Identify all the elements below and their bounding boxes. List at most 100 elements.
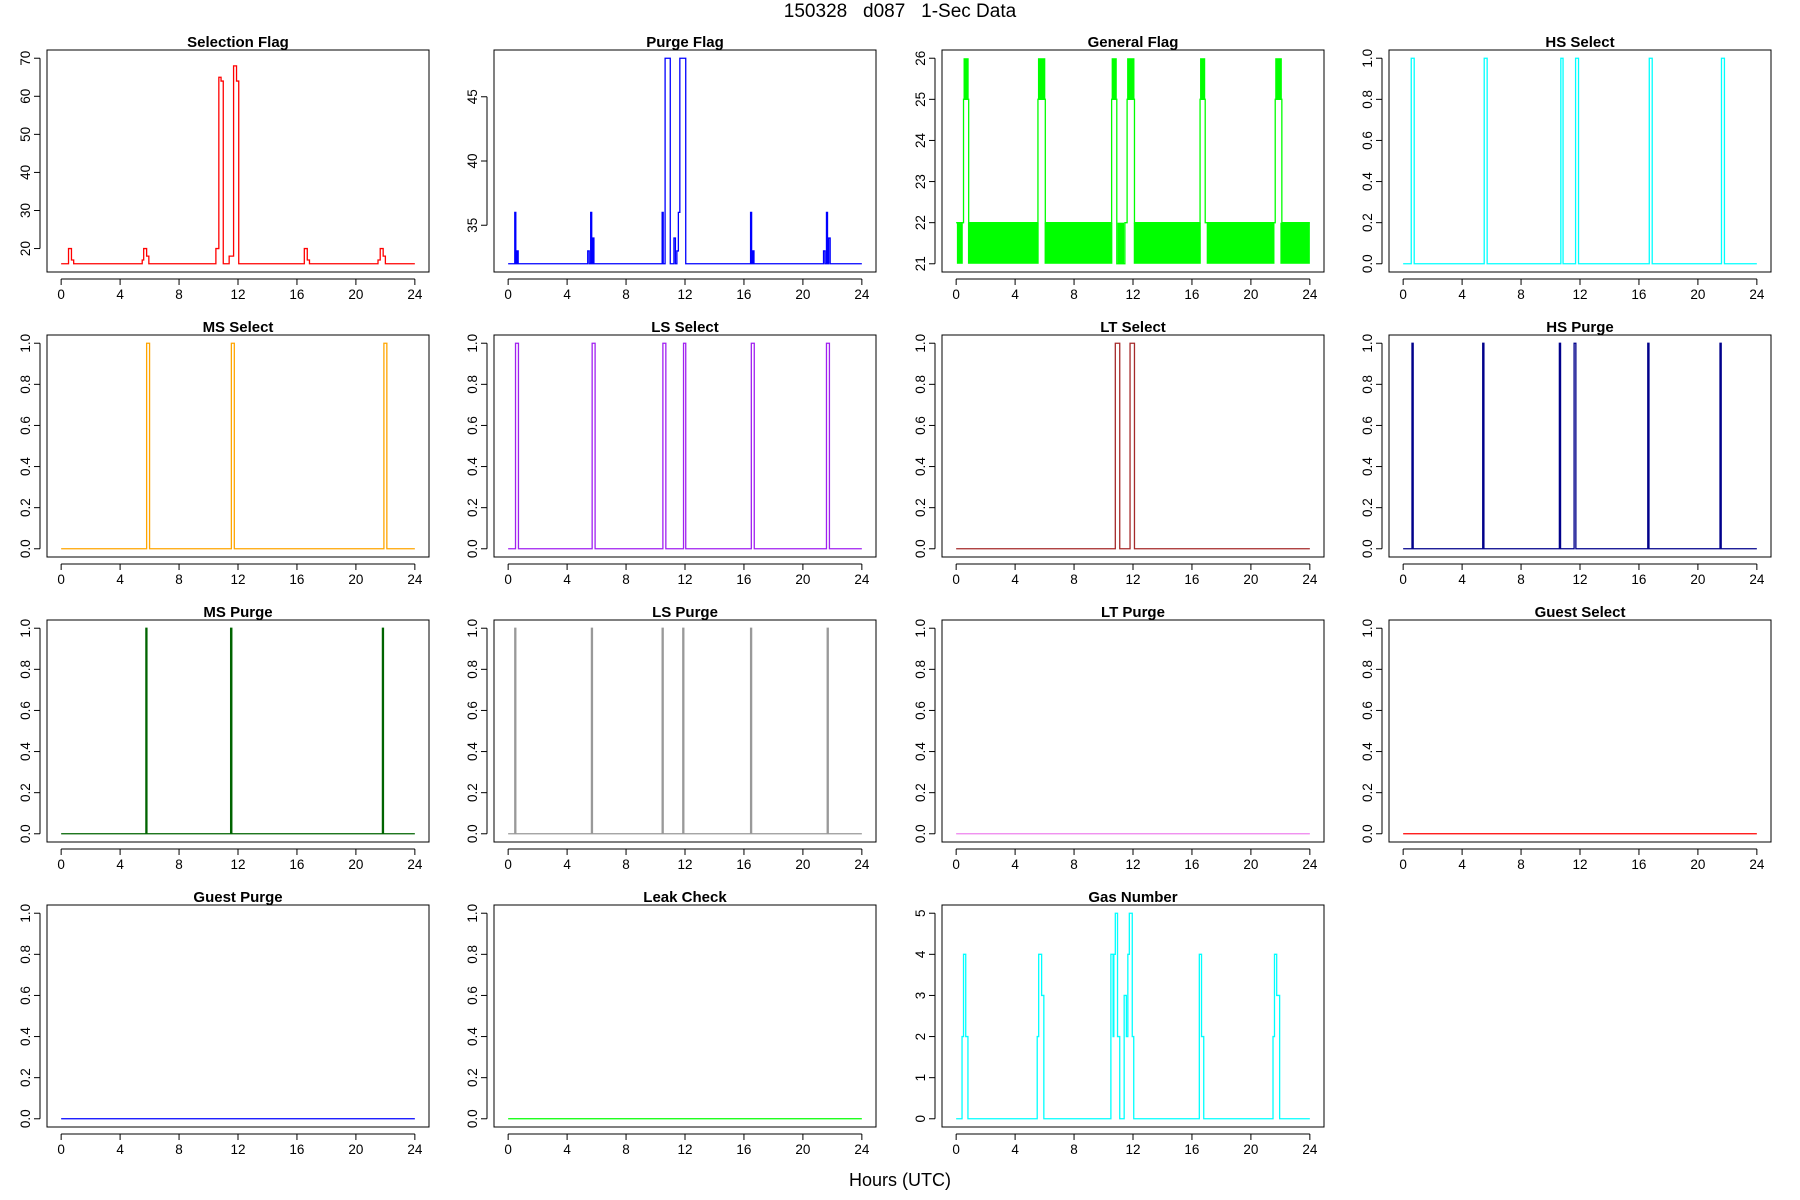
y-tick-label: 20 — [18, 241, 33, 256]
y-tick-label: 0.0 — [1360, 539, 1375, 558]
y-tick-label: 25 — [913, 92, 928, 107]
x-tick-label: 16 — [1631, 572, 1646, 587]
panel-title: Guest Purge — [193, 889, 282, 906]
oscillation-band — [1037, 58, 1046, 100]
y-tick-label: 4 — [913, 950, 928, 958]
x-tick-label: 24 — [407, 287, 423, 302]
x-tick-label: 16 — [736, 857, 751, 872]
y-tick-label: 21 — [913, 256, 928, 271]
y-tick-label: 0.8 — [913, 375, 928, 394]
x-tick-label: 4 — [1011, 287, 1019, 302]
panel-lt-select: LT Select 0 4 8 12 16 20 24 0.0 0.2 0.4 0.6 0.8 1.0 — [913, 319, 1325, 587]
x-tick-label: 0 — [57, 857, 65, 872]
plot-frame — [1388, 49, 1772, 273]
x-tick-label: 16 — [289, 1142, 304, 1157]
x-tick-label: 20 — [1690, 857, 1705, 872]
x-tick-label: 20 — [795, 1142, 810, 1157]
oscillation-band — [1200, 58, 1206, 100]
plot-frame — [941, 904, 1325, 1128]
y-tick-label: 0.8 — [18, 375, 33, 394]
x-tick-label: 4 — [1458, 857, 1466, 872]
y-tick-label: 0.8 — [1360, 90, 1375, 109]
x-tick-label: 8 — [622, 572, 630, 587]
x-tick-label: 20 — [1690, 287, 1705, 302]
y-tick-label: 0.0 — [913, 824, 928, 843]
x-tick-label: 12 — [1125, 857, 1140, 872]
x-tick-label: 16 — [1184, 1142, 1199, 1157]
oscillation-band — [1127, 58, 1135, 100]
y-tick-label: 0.0 — [1360, 254, 1375, 273]
panel-hs-purge: HS Purge 0 4 8 12 16 20 24 0.0 0.2 0.4 0.6 0.8 1.0 — [1360, 319, 1772, 587]
y-tick-label: 45 — [465, 89, 480, 104]
x-tick-label: 4 — [563, 287, 571, 302]
oscillation-band — [956, 222, 963, 264]
series-line-ms-purge — [61, 627, 415, 835]
x-tick-label: 16 — [1184, 572, 1199, 587]
y-tick-label: 0.2 — [18, 1068, 33, 1087]
y-tick-label: 0.8 — [465, 375, 480, 394]
y-tick-label: 0.8 — [465, 945, 480, 964]
x-tick-label: 0 — [504, 287, 512, 302]
x-tick-label: 0 — [504, 572, 512, 587]
x-tick-label: 12 — [1125, 572, 1140, 587]
panel-selection-flag: Selection Flag 0 4 8 12 16 20 24 20 30 40 50 60 70 — [18, 34, 430, 302]
x-tick-label: 0 — [57, 572, 65, 587]
x-tick-label: 24 — [1749, 572, 1765, 587]
y-tick-label: 1.0 — [465, 904, 480, 923]
plot-frame — [941, 619, 1325, 843]
x-tick-label: 0 — [1399, 857, 1407, 872]
x-tick-label: 8 — [175, 572, 183, 587]
y-tick-label: 22 — [913, 215, 928, 230]
y-tick-label: 0.2 — [465, 783, 480, 802]
x-tick-label: 4 — [116, 857, 124, 872]
panel-title: LS Purge — [652, 604, 718, 621]
y-tick-label: 0.6 — [913, 701, 928, 720]
y-tick-label: 0.4 — [1360, 172, 1375, 191]
x-tick-label: 4 — [563, 572, 571, 587]
plot-frame — [46, 334, 430, 558]
x-tick-label: 12 — [1572, 572, 1587, 587]
data-area — [508, 627, 862, 835]
y-tick-label: 3 — [913, 992, 928, 1000]
series-line-hs-select — [1403, 57, 1757, 265]
plot-frame — [493, 49, 877, 273]
panel-guest-select: Guest Select 0 4 8 12 16 20 24 0.0 0.2 0.4 0.6 0.8 1.… — [1360, 604, 1772, 872]
y-tick-label: 0.4 — [1360, 742, 1375, 761]
data-area — [1403, 342, 1757, 550]
y-tick-label: 0.4 — [18, 1027, 33, 1046]
panel-ls-select: LS Select 0 4 8 12 16 20 24 0.0 0.2 0.4 0.6 0.8 1.0 — [465, 319, 877, 587]
y-tick-label: 0.6 — [913, 416, 928, 435]
y-tick-label: 0.4 — [1360, 457, 1375, 476]
y-tick-label: 1.0 — [913, 619, 928, 638]
x-tick-label: 4 — [563, 857, 571, 872]
x-tick-label: 20 — [795, 572, 810, 587]
x-tick-label: 12 — [230, 572, 245, 587]
plot-frame — [493, 619, 877, 843]
y-tick-label: 0.4 — [18, 457, 33, 476]
x-tick-label: 12 — [677, 1142, 692, 1157]
oscillation-band — [963, 58, 969, 100]
x-tick-label: 16 — [289, 287, 304, 302]
panel-title: Gas Number — [1088, 889, 1177, 906]
x-tick-label: 16 — [1184, 287, 1199, 302]
data-area — [61, 65, 415, 265]
oscillation-band — [1275, 58, 1282, 100]
y-tick-label: 1.0 — [913, 334, 928, 353]
panel-ms-select: MS Select 0 4 8 12 16 20 24 0.0 0.2 0.4 0.6 0.8 1.0 — [18, 319, 430, 587]
oscillation-band — [1206, 222, 1275, 264]
series-line-lt-select — [956, 342, 1310, 550]
y-tick-label: 24 — [913, 132, 928, 148]
x-tick-label: 0 — [57, 287, 65, 302]
y-tick-label: 40 — [465, 153, 480, 168]
x-tick-label: 4 — [563, 1142, 571, 1157]
x-tick-label: 12 — [230, 1142, 245, 1157]
x-tick-label: 0 — [952, 572, 960, 587]
y-tick-label: 0.6 — [1360, 701, 1375, 720]
plot-frame — [46, 904, 430, 1128]
x-tick-label: 16 — [1184, 857, 1199, 872]
x-tick-label: 24 — [1302, 572, 1318, 587]
oscillation-band — [967, 222, 1039, 264]
y-tick-label: 0.6 — [465, 701, 480, 720]
y-tick-label: 1.0 — [18, 904, 33, 923]
